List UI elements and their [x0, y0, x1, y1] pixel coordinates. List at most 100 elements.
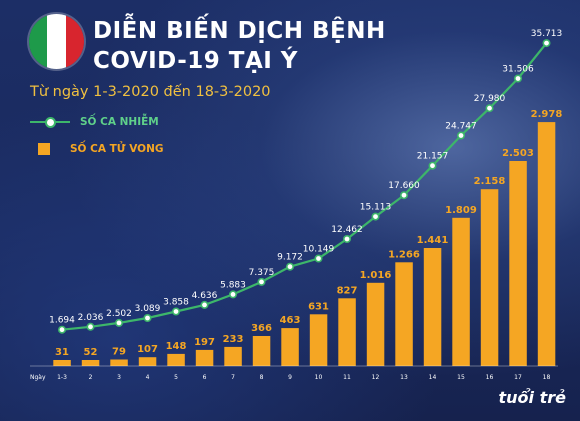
- x-tick-label: 6: [203, 374, 207, 381]
- death-data-label: 1.266: [388, 249, 420, 260]
- death-bar: [53, 360, 71, 366]
- death-bar: [281, 328, 299, 366]
- death-data-label: 148: [166, 341, 187, 352]
- cases-point: [57, 325, 66, 334]
- cases-point: [285, 262, 294, 271]
- cases-data-label: 21.157: [417, 152, 449, 162]
- death-data-label: 107: [137, 344, 158, 355]
- cases-point: [428, 161, 437, 170]
- legend-cases-label: SỐ CA NHIỄM: [80, 116, 159, 128]
- cases-data-label: 10.149: [303, 245, 335, 255]
- death-bar: [167, 353, 185, 366]
- cases-data-label: 4.636: [192, 291, 218, 301]
- cases-point: [371, 212, 380, 221]
- cases-point: [485, 104, 494, 113]
- cases-data-label: 12.462: [331, 225, 363, 235]
- legend-cases: SỐ CA NHIỄM: [30, 116, 159, 128]
- death-bar: [224, 346, 242, 366]
- death-bar: [138, 357, 157, 366]
- cases-data-label: 2.036: [78, 313, 104, 323]
- x-tick-label: 11: [343, 374, 351, 381]
- chart-title-line1: DIỄN BIẾN DỊCH BỆNH: [93, 18, 386, 44]
- cases-point: [542, 39, 551, 48]
- cases-line: [61, 42, 548, 331]
- x-tick-label: 1-3: [57, 374, 67, 381]
- cases-data-label: 24.747: [445, 122, 477, 132]
- x-tick-label: 2: [89, 374, 93, 381]
- cases-point: [143, 313, 152, 322]
- x-tick-label: 8: [260, 374, 264, 381]
- cases-data-label: 3.089: [135, 304, 161, 314]
- line-marker-icon: [30, 117, 70, 128]
- death-data-label: 1.809: [445, 205, 477, 216]
- x-tick-label: 9: [288, 374, 292, 381]
- death-data-label: 233: [223, 334, 244, 345]
- death-data-label: 366: [251, 323, 272, 334]
- cases-data-label: 5.883: [220, 280, 246, 290]
- bar-marker-icon: [38, 143, 50, 155]
- death-data-label: 1.016: [360, 270, 392, 281]
- x-tick-label: 7: [231, 374, 235, 381]
- death-data-label: 2.158: [474, 176, 506, 187]
- death-bar: [110, 359, 128, 366]
- death-data-label: 2.978: [531, 109, 563, 120]
- death-data-label: 2.503: [502, 148, 534, 159]
- x-tick-label: 15: [457, 374, 465, 381]
- cases-point: [172, 307, 181, 316]
- death-data-label: 197: [194, 337, 215, 348]
- chart-subtitle: Từ ngày 1-3-2020 đến 18-3-2020: [30, 84, 271, 100]
- cases-data-label: 27.980: [474, 94, 506, 104]
- death-bar: [480, 189, 499, 366]
- cases-data-label: 1.694: [49, 316, 75, 326]
- death-data-label: 463: [280, 315, 301, 326]
- cases-data-label: 9.172: [277, 253, 303, 263]
- x-tick-label: 16: [486, 374, 494, 381]
- death-bar: [338, 298, 356, 366]
- death-bar: [309, 314, 328, 366]
- cases-point: [456, 131, 465, 140]
- x-tick-label: 17: [514, 374, 522, 381]
- publisher-logo: tuổi trẻ: [498, 388, 566, 407]
- death-data-label: 52: [84, 347, 98, 358]
- cases-data-label: 17.660: [388, 181, 420, 191]
- x-tick-label: 14: [429, 374, 437, 381]
- death-bar: [366, 282, 385, 366]
- death-bar: [537, 122, 556, 366]
- cases-point: [200, 300, 209, 309]
- x-tick-label: 3: [117, 374, 121, 381]
- death-bar: [423, 248, 442, 366]
- death-bar: [195, 349, 214, 366]
- cases-point: [229, 290, 238, 299]
- cases-point: [257, 277, 266, 286]
- x-axis-title: Ngày: [30, 374, 46, 381]
- x-tick-label: 10: [315, 374, 323, 381]
- cases-point: [314, 254, 323, 263]
- cases-data-label: 31.506: [502, 65, 534, 75]
- death-data-label: 1.441: [417, 235, 449, 246]
- cases-data-label: 7.375: [249, 268, 275, 278]
- death-data-label: 631: [308, 301, 329, 312]
- x-tick-label: 5: [174, 374, 178, 381]
- cases-data-label: 15.113: [360, 203, 392, 213]
- cases-point: [115, 318, 124, 327]
- chart-title-line2: COVID-19 TẠI Ý: [93, 48, 298, 74]
- death-bar: [81, 360, 100, 366]
- legend-deaths-label: SỐ CA TỬ VONG: [70, 143, 164, 155]
- cases-data-label: 3.858: [163, 298, 189, 308]
- x-tick-label: 18: [543, 374, 551, 381]
- death-bar: [509, 161, 527, 366]
- death-bar: [395, 262, 413, 366]
- death-bar: [252, 336, 271, 366]
- cases-point: [342, 235, 351, 244]
- cases-point: [399, 191, 408, 200]
- death-data-label: 31: [55, 347, 69, 358]
- x-tick-label: 4: [146, 374, 150, 381]
- cases-data-label: 2.502: [106, 309, 132, 319]
- legend-deaths: SỐ CA TỬ VONG: [30, 143, 164, 155]
- x-tick-label: 13: [400, 374, 408, 381]
- death-data-label: 827: [337, 285, 358, 296]
- death-bar: [452, 217, 470, 366]
- x-tick-label: 12: [372, 374, 380, 381]
